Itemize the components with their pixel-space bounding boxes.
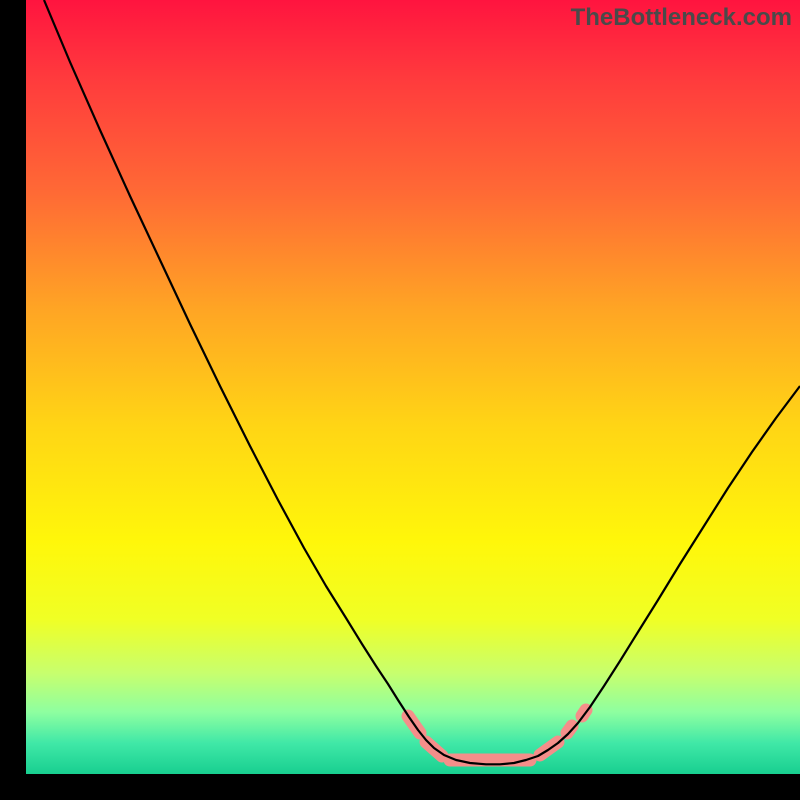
plot-area: TheBottleneck.com: [26, 0, 800, 774]
curve-layer: [26, 0, 800, 774]
bottleneck-curve: [44, 0, 800, 764]
watermark-text: TheBottleneck.com: [571, 4, 792, 32]
